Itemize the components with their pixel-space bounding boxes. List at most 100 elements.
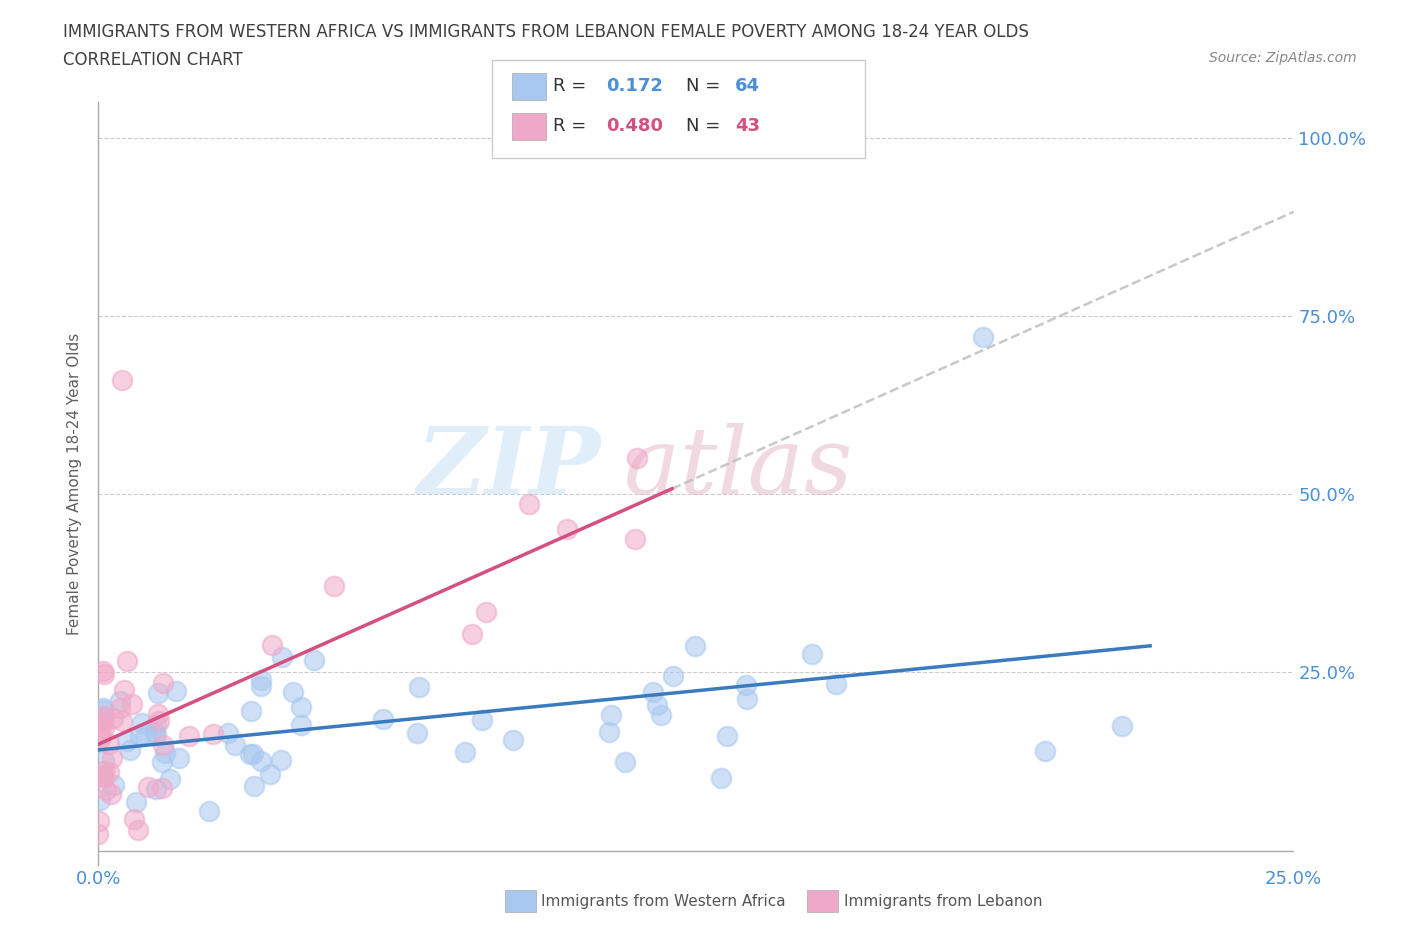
Point xyxy=(155,746,177,761)
Point xyxy=(145,728,167,743)
Text: R =: R = xyxy=(553,116,592,135)
Point xyxy=(101,711,124,725)
Text: N =: N = xyxy=(686,116,725,135)
Point xyxy=(165,684,187,698)
Text: 64: 64 xyxy=(735,76,761,95)
Point xyxy=(626,450,648,465)
Point xyxy=(198,804,221,818)
Point xyxy=(148,707,170,722)
Point xyxy=(201,727,224,742)
Point xyxy=(645,698,668,712)
Point xyxy=(271,649,294,664)
Point xyxy=(373,711,395,726)
Point xyxy=(290,699,312,714)
Point xyxy=(135,728,157,743)
Point xyxy=(685,639,707,654)
Point xyxy=(169,751,191,765)
Point xyxy=(735,677,758,692)
Point xyxy=(250,753,273,768)
Point xyxy=(93,764,115,778)
Text: N =: N = xyxy=(686,76,725,95)
Text: Immigrants from Western Africa: Immigrants from Western Africa xyxy=(541,894,786,909)
Point xyxy=(710,770,733,785)
Point xyxy=(148,713,170,728)
Point xyxy=(91,768,114,783)
Point xyxy=(624,532,647,547)
Text: CORRELATION CHART: CORRELATION CHART xyxy=(63,51,243,69)
Point xyxy=(93,770,115,785)
Text: 0.172: 0.172 xyxy=(606,76,662,95)
Point xyxy=(93,709,115,724)
Point xyxy=(613,754,636,769)
Point xyxy=(461,627,484,642)
Text: IMMIGRANTS FROM WESTERN AFRICA VS IMMIGRANTS FROM LEBANON FEMALE POVERTY AMONG 1: IMMIGRANTS FROM WESTERN AFRICA VS IMMIGR… xyxy=(63,23,1029,41)
Point xyxy=(127,823,149,838)
Point xyxy=(242,746,264,761)
Point xyxy=(93,702,115,717)
Point xyxy=(250,672,273,687)
Point xyxy=(152,737,174,752)
Point xyxy=(128,728,150,743)
Point xyxy=(735,692,758,707)
Point xyxy=(600,708,623,723)
Point xyxy=(89,792,111,807)
Point xyxy=(90,728,112,743)
Point xyxy=(598,725,620,740)
Text: R =: R = xyxy=(553,76,592,95)
Point xyxy=(408,680,430,695)
Point xyxy=(131,715,153,730)
Point xyxy=(323,578,346,593)
Point xyxy=(159,771,181,786)
Text: ZIP: ZIP xyxy=(416,423,600,513)
Point xyxy=(91,663,114,678)
Point xyxy=(281,684,304,699)
Point xyxy=(454,745,477,760)
Point xyxy=(240,703,263,718)
Text: atlas: atlas xyxy=(624,423,853,513)
Point xyxy=(250,679,273,694)
Point xyxy=(93,700,115,715)
Point xyxy=(89,769,111,784)
Point xyxy=(90,717,112,732)
Point xyxy=(145,781,167,796)
Point xyxy=(475,604,498,619)
Point xyxy=(1111,719,1133,734)
Point xyxy=(122,812,145,827)
Point xyxy=(290,717,312,732)
Point xyxy=(259,766,281,781)
Point xyxy=(100,751,122,765)
Point xyxy=(93,667,115,682)
Point xyxy=(517,497,540,512)
Point xyxy=(800,646,823,661)
Point xyxy=(115,734,138,749)
Point xyxy=(661,669,683,684)
Point xyxy=(716,729,738,744)
Text: 43: 43 xyxy=(735,116,761,135)
Point xyxy=(217,725,239,740)
Point xyxy=(471,713,494,728)
Point xyxy=(103,777,125,792)
Point xyxy=(177,728,200,743)
Point xyxy=(270,752,292,767)
Point xyxy=(118,743,141,758)
Point xyxy=(97,764,120,779)
Point xyxy=(825,676,848,691)
Point xyxy=(100,787,122,802)
Point xyxy=(87,827,110,842)
Point xyxy=(152,675,174,690)
Point xyxy=(262,638,284,653)
Point xyxy=(111,373,134,388)
Point xyxy=(121,697,143,711)
Point xyxy=(87,814,110,829)
Point xyxy=(557,522,579,537)
Point xyxy=(1033,743,1056,758)
Point xyxy=(89,731,111,746)
Point xyxy=(143,725,166,740)
Point xyxy=(641,685,664,700)
Point xyxy=(91,712,114,727)
Point xyxy=(115,654,138,669)
Point xyxy=(972,330,994,345)
Text: Immigrants from Lebanon: Immigrants from Lebanon xyxy=(844,894,1042,909)
Y-axis label: Female Poverty Among 18-24 Year Olds: Female Poverty Among 18-24 Year Olds xyxy=(67,333,83,635)
Point xyxy=(243,778,266,793)
